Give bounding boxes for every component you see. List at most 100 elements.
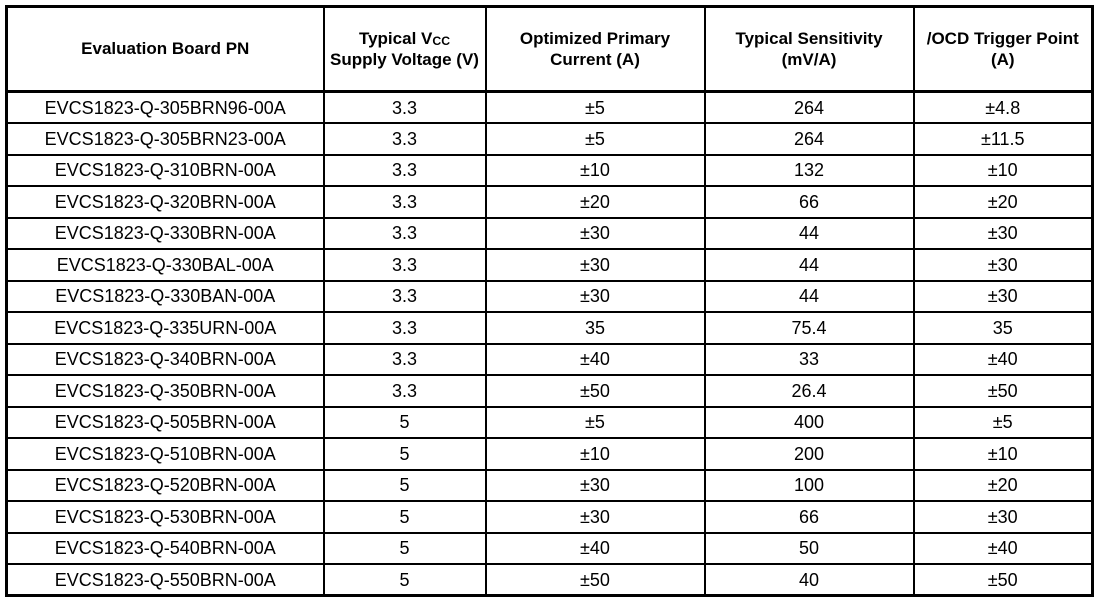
cell-ocd: ±30	[912, 279, 1094, 313]
table-header: Evaluation Board PN Typical VCC Supply Vo…	[5, 5, 1094, 93]
cell-sensitivity: 44	[703, 216, 915, 250]
cell-sensitivity: 100	[703, 468, 915, 502]
cell-current: ±50	[484, 563, 706, 597]
cell-sensitivity: 33	[703, 342, 915, 376]
cell-current: ±40	[484, 342, 706, 376]
cell-sensitivity: 66	[703, 185, 915, 219]
cell-ocd: ±4.8	[912, 90, 1094, 124]
table-row: EVCS1823-Q-550BRN-00A 5 ±50 40 ±50	[5, 563, 1094, 597]
cell-current: ±5	[484, 405, 706, 439]
cell-pn: EVCS1823-Q-510BRN-00A	[5, 437, 325, 471]
cell-vcc: 5	[322, 405, 487, 439]
table-row: EVCS1823-Q-340BRN-00A 3.3 ±40 33 ±40	[5, 342, 1094, 376]
cell-current: ±50	[484, 374, 706, 408]
cell-sensitivity: 44	[703, 248, 915, 282]
cell-current: ±10	[484, 153, 706, 187]
table-row: EVCS1823-Q-505BRN-00A 5 ±5 400 ±5	[5, 405, 1094, 439]
cell-pn: EVCS1823-Q-330BAL-00A	[5, 248, 325, 282]
table-body: EVCS1823-Q-305BRN96-00A 3.3 ±5 264 ±4.8 EVCS1…	[5, 90, 1094, 597]
cell-pn: EVCS1823-Q-350BRN-00A	[5, 374, 325, 408]
cell-current: ±30	[484, 468, 706, 502]
table-header-row: Evaluation Board PN Typical VCC Supply Vo…	[5, 5, 1094, 93]
cell-ocd: ±50	[912, 563, 1094, 597]
evaluation-board-table: Evaluation Board PN Typical VCC Supply Vo…	[5, 5, 1094, 597]
cell-vcc: 5	[322, 468, 487, 502]
cell-current: ±5	[484, 122, 706, 156]
table-row: EVCS1823-Q-305BRN23-00A 3.3 ±5 264 ±11.5	[5, 122, 1094, 156]
cell-sensitivity: 40	[703, 563, 915, 597]
cell-ocd: 35	[912, 311, 1094, 345]
column-header-text: Typical V	[358, 28, 433, 48]
table-row: EVCS1823-Q-330BRN-00A 3.3 ±30 44 ±30	[5, 216, 1094, 250]
cell-ocd: ±20	[912, 185, 1094, 219]
cell-vcc: 5	[322, 500, 487, 534]
cell-current: ±30	[484, 248, 706, 282]
cell-sensitivity: 44	[703, 279, 915, 313]
cell-pn: EVCS1823-Q-320BRN-00A	[5, 185, 325, 219]
cell-vcc: 5	[322, 437, 487, 471]
cell-sensitivity: 75.4	[703, 311, 915, 345]
cell-current: ±30	[484, 216, 706, 250]
table-row: EVCS1823-Q-335URN-00A 3.3 35 75.4 35	[5, 311, 1094, 345]
cell-ocd: ±40	[912, 531, 1094, 565]
cell-pn: EVCS1823-Q-305BRN23-00A	[5, 122, 325, 156]
cell-ocd: ±10	[912, 437, 1094, 471]
column-header-ocd: /OCD Trigger Point (A)	[912, 5, 1094, 93]
cell-pn: EVCS1823-Q-330BRN-00A	[5, 216, 325, 250]
cell-vcc: 3.3	[322, 122, 487, 156]
table-row: EVCS1823-Q-305BRN96-00A 3.3 ±5 264 ±4.8	[5, 90, 1094, 124]
cell-vcc: 3.3	[322, 185, 487, 219]
cell-vcc: 3.3	[322, 311, 487, 345]
cell-pn: EVCS1823-Q-330BAN-00A	[5, 279, 325, 313]
cell-pn: EVCS1823-Q-335URN-00A	[5, 311, 325, 345]
table-row: EVCS1823-Q-330BAL-00A 3.3 ±30 44 ±30	[5, 248, 1094, 282]
cell-ocd: ±40	[912, 342, 1094, 376]
cell-pn: EVCS1823-Q-505BRN-00A	[5, 405, 325, 439]
table-row: EVCS1823-Q-530BRN-00A 5 ±30 66 ±30	[5, 500, 1094, 534]
cell-current: ±30	[484, 500, 706, 534]
cell-current: ±10	[484, 437, 706, 471]
cell-sensitivity: 66	[703, 500, 915, 534]
table-row: EVCS1823-Q-350BRN-00A 3.3 ±50 26.4 ±50	[5, 374, 1094, 408]
cell-ocd: ±5	[912, 405, 1094, 439]
cell-vcc: 5	[322, 563, 487, 597]
cell-pn: EVCS1823-Q-550BRN-00A	[5, 563, 325, 597]
cell-current: ±30	[484, 279, 706, 313]
cell-vcc: 5	[322, 531, 487, 565]
cell-vcc: 3.3	[322, 342, 487, 376]
cell-vcc: 3.3	[322, 90, 487, 124]
cell-vcc: 3.3	[322, 216, 487, 250]
cell-pn: EVCS1823-Q-310BRN-00A	[5, 153, 325, 187]
table-row: EVCS1823-Q-510BRN-00A 5 ±10 200 ±10	[5, 437, 1094, 471]
column-header-sub-text: CC	[432, 33, 451, 48]
cell-sensitivity: 200	[703, 437, 915, 471]
table-row: EVCS1823-Q-540BRN-00A 5 ±40 50 ±40	[5, 531, 1094, 565]
cell-vcc: 3.3	[322, 374, 487, 408]
cell-current: ±5	[484, 90, 706, 124]
cell-vcc: 3.3	[322, 248, 487, 282]
cell-ocd: ±10	[912, 153, 1094, 187]
cell-sensitivity: 400	[703, 405, 915, 439]
cell-pn: EVCS1823-Q-305BRN96-00A	[5, 90, 325, 124]
cell-pn: EVCS1823-Q-520BRN-00A	[5, 468, 325, 502]
cell-current: ±20	[484, 185, 706, 219]
cell-pn: EVCS1823-Q-340BRN-00A	[5, 342, 325, 376]
cell-pn: EVCS1823-Q-540BRN-00A	[5, 531, 325, 565]
cell-ocd: ±30	[912, 216, 1094, 250]
cell-vcc: 3.3	[322, 153, 487, 187]
cell-ocd: ±50	[912, 374, 1094, 408]
cell-ocd: ±30	[912, 500, 1094, 534]
cell-current: 35	[484, 311, 706, 345]
table-row: EVCS1823-Q-330BAN-00A 3.3 ±30 44 ±30	[5, 279, 1094, 313]
cell-pn: EVCS1823-Q-530BRN-00A	[5, 500, 325, 534]
cell-sensitivity: 26.4	[703, 374, 915, 408]
column-header-sensitivity: Typical Sensitivity (mV/A)	[703, 5, 915, 93]
cell-vcc: 3.3	[322, 279, 487, 313]
column-header-vcc: Typical VCC Supply Voltage (V)	[322, 5, 487, 93]
column-header-pn: Evaluation Board PN	[5, 5, 325, 93]
cell-sensitivity: 50	[703, 531, 915, 565]
column-header-text: Supply Voltage (V)	[330, 50, 479, 69]
table-row: EVCS1823-Q-310BRN-00A 3.3 ±10 132 ±10	[5, 153, 1094, 187]
cell-sensitivity: 264	[703, 90, 915, 124]
